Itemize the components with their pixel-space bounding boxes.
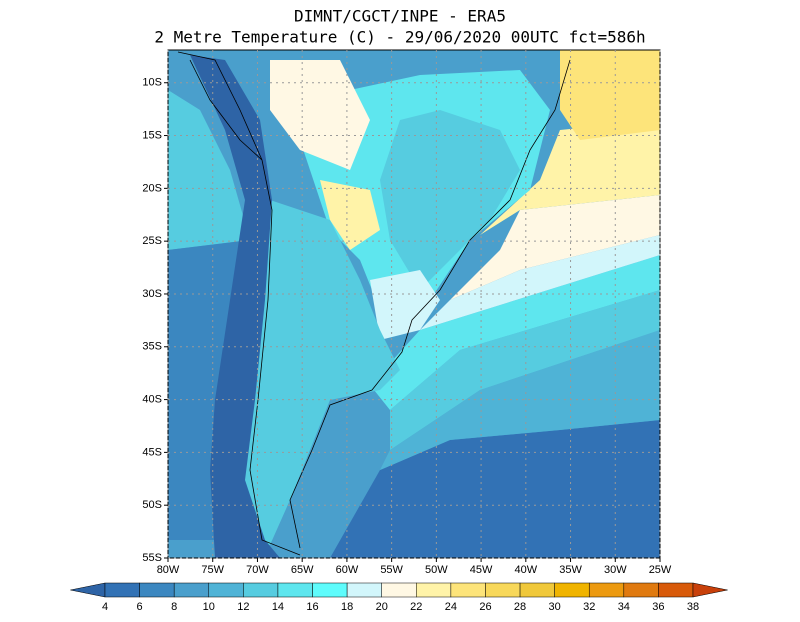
colorbar-label: 4 — [102, 601, 108, 613]
colorbar-segment — [277, 582, 313, 598]
colorbar-label: 18 — [341, 601, 353, 613]
colorbar-label: 14 — [272, 601, 284, 613]
colorbar-label: 8 — [171, 601, 177, 613]
lat-tick-label: 20S — [142, 182, 162, 194]
lat-tick-label: 45S — [142, 446, 162, 458]
colorbar-label: 32 — [583, 601, 595, 613]
colorbar-label: 30 — [549, 601, 561, 613]
lon-tick-label: 75W — [201, 564, 224, 576]
colorbar-segment — [623, 582, 659, 598]
colorbar-label: 12 — [237, 601, 249, 613]
colorbar-segment — [658, 582, 694, 598]
temperature-field — [168, 50, 660, 558]
lon-tick-label: 60W — [336, 564, 359, 576]
colorbar-segment — [450, 582, 486, 598]
colorbar-segment — [208, 582, 244, 598]
lat-tick-label: 40S — [142, 393, 162, 405]
colorbar-label: 24 — [445, 601, 457, 613]
lon-tick-label: 50W — [425, 564, 448, 576]
colorbar-label: 6 — [137, 601, 143, 613]
lon-tick-label: 65W — [291, 564, 314, 576]
colorbar-segment — [485, 582, 521, 598]
colorbar-label: 28 — [514, 601, 526, 613]
colorbar-label: 36 — [652, 601, 664, 613]
colorbar-segment — [173, 582, 210, 598]
lon-tick-label: 30W — [604, 564, 627, 576]
lon-tick-label: 80W — [157, 564, 180, 576]
colorbar-segment — [104, 582, 140, 598]
lat-tick-label: 50S — [142, 499, 162, 511]
colorbar-label: 34 — [618, 601, 630, 613]
lat-tick-label: 15S — [142, 129, 162, 141]
lat-tick-label: 55S — [142, 552, 162, 564]
lat-tick-label: 30S — [142, 288, 162, 300]
colorbar-label: 20 — [376, 601, 388, 613]
title-line: DIMNT/CGCT/INPE - ERA5 — [294, 7, 506, 26]
lon-tick-label: 25W — [649, 564, 672, 576]
colorbar-label: 16 — [306, 601, 318, 613]
lon-tick-label: 45W — [470, 564, 493, 576]
lat-tick-label: 10S — [142, 77, 162, 89]
colorbar-arrow — [70, 582, 106, 598]
colorbar-segment — [346, 582, 382, 598]
colorbar-label: 10 — [203, 601, 215, 613]
lat-tick-label: 25S — [142, 235, 162, 247]
colorbar-segment — [588, 582, 625, 598]
colorbar-label: 22 — [410, 601, 422, 613]
colorbar-segment — [381, 582, 417, 598]
title-line: 2 Metre Temperature (C) - 29/06/2020 00U… — [154, 28, 645, 47]
colorbar-label: 38 — [687, 601, 699, 613]
lat-tick-label: 35S — [142, 341, 162, 353]
colorbar-segment — [554, 582, 590, 598]
colorbar-segment — [416, 582, 452, 598]
lon-tick-label: 70W — [246, 564, 269, 576]
lon-tick-label: 55W — [380, 564, 403, 576]
colorbar-segment — [519, 582, 555, 598]
colorbar-segment — [139, 582, 175, 598]
lon-tick-label: 40W — [515, 564, 538, 576]
colorbar-arrow — [692, 582, 728, 598]
lon-tick-label: 35W — [559, 564, 582, 576]
colorbar-label: 26 — [479, 601, 491, 613]
colorbar-segment — [243, 582, 279, 598]
colorbar-segment — [312, 582, 348, 598]
